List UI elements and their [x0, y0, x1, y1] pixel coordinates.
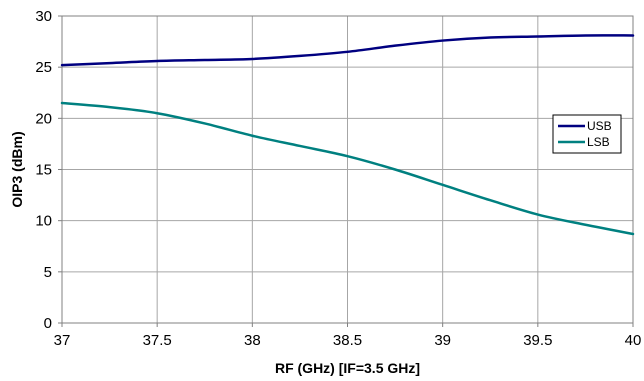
x-tick-label: 39.5: [523, 332, 552, 349]
legend-label-usb: USB: [587, 119, 612, 133]
grid: [62, 16, 633, 323]
y-tick-label: 0: [44, 315, 52, 332]
series-line-lsb: [60, 101, 635, 236]
y-tick-label: 30: [35, 8, 52, 25]
x-axis-title: RF (GHz) [IF=3.5 GHz]: [275, 360, 420, 376]
y-axis-ticks: 0 5 10 15 20 25 30: [35, 8, 62, 332]
x-tick-label: 39: [434, 332, 451, 349]
y-tick-label: 15: [35, 162, 52, 179]
legend: USB LSB: [552, 114, 622, 154]
y-tick-label: 20: [35, 110, 52, 127]
legend-box: [552, 114, 622, 154]
x-tick-label: 37: [54, 332, 71, 349]
legend-label-lsb: LSB: [587, 135, 610, 149]
y-tick-label: 5: [44, 264, 52, 281]
y-tick-label: 25: [35, 59, 52, 76]
y-axis-title: OIP3 (dBm): [9, 131, 25, 207]
x-tick-label: 38: [244, 332, 261, 349]
x-tick-label: 38.5: [333, 332, 362, 349]
x-tick-label: 40: [625, 332, 642, 349]
x-tick-label: 37.5: [143, 332, 172, 349]
y-tick-label: 10: [35, 213, 52, 230]
x-axis-ticks: 37 37.5 38 38.5 39 39.5 40: [54, 323, 642, 349]
series-lines: [60, 34, 635, 236]
series-line-usb: [60, 34, 635, 67]
